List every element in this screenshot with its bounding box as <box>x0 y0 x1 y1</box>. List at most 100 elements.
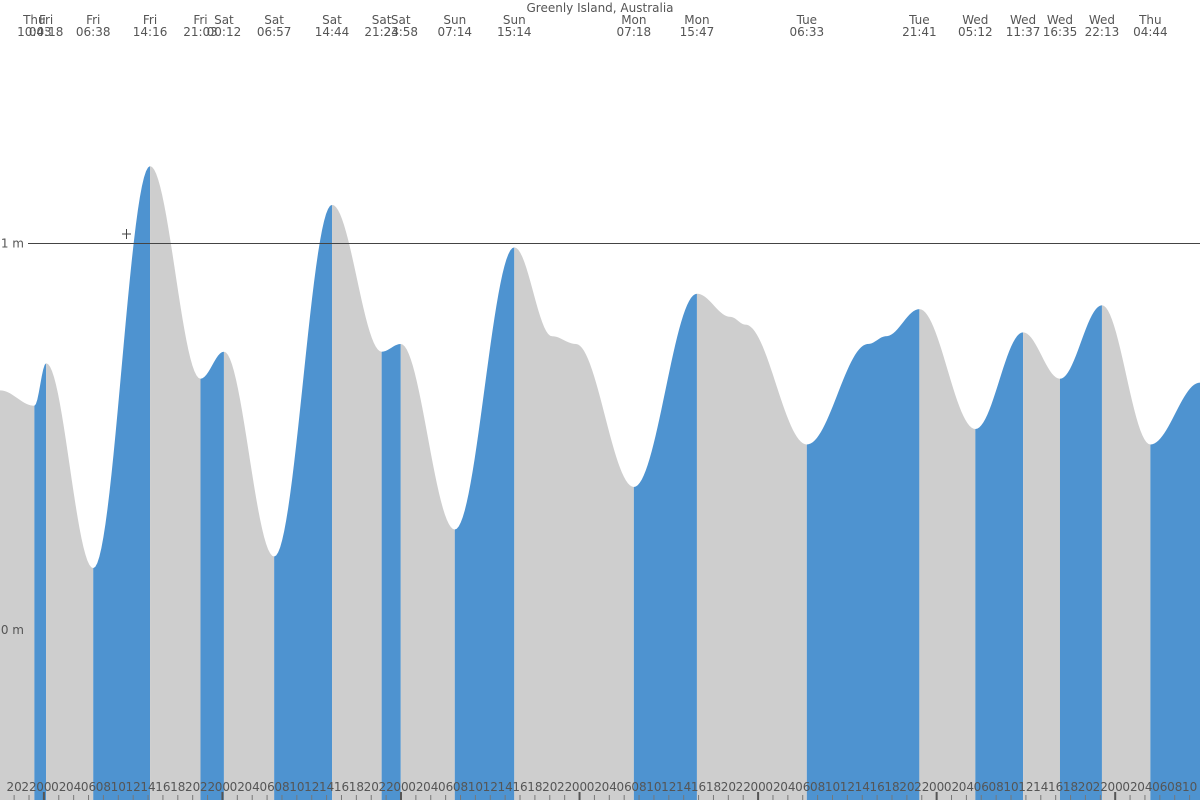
tide-time-label: 21:24 <box>364 25 399 39</box>
tide-time-label: 14:16 <box>133 25 168 39</box>
hour-tick-label: 02 <box>587 780 602 794</box>
tide-time-label: 10:43 <box>17 25 52 39</box>
falling-tide-area <box>696 293 807 800</box>
hour-tick-label: 16 <box>691 780 706 794</box>
hour-tick-label: 20 <box>721 780 736 794</box>
tide-day-label: Mon <box>684 13 709 27</box>
hour-tick-label: 02 <box>944 780 959 794</box>
hour-tick-label: 14 <box>140 780 155 794</box>
midnight-tick <box>399 792 402 800</box>
hour-tick-label: 12 <box>483 780 498 794</box>
hour-tick-label: 22 <box>200 780 215 794</box>
hour-tick-label: 08 <box>453 780 468 794</box>
hour-tick-label: 00 <box>750 780 765 794</box>
tide-time-label: 21:03 <box>183 25 218 39</box>
hour-tick-label: 06 <box>438 780 453 794</box>
tide-time-label: 16:35 <box>1043 25 1078 39</box>
hour-tick-label: 16 <box>869 780 884 794</box>
rising-tide-area <box>34 363 47 800</box>
tide-time-label: 07:18 <box>617 25 652 39</box>
x-axis: 20 22 00 02 04 06 08 10 12 14 16 18 20 22 00 02 04 06 08 10… <box>6 780 1197 800</box>
hour-tick-label: 22 <box>736 780 751 794</box>
hour-tick-label: 20 <box>185 780 200 794</box>
rising-tide-area <box>454 247 515 800</box>
hour-tick-label: 08 <box>989 780 1004 794</box>
hour-tick-label: 10 <box>468 780 483 794</box>
tide-time-labels: Thu10:43Fri00:18Fri06:38Fri14:16Fri21:03… <box>17 13 1168 39</box>
hour-tick-label: 20 <box>1078 780 1093 794</box>
tide-day-label: Wed <box>1047 13 1073 27</box>
midnight-tick <box>578 792 581 800</box>
hour-tick-label: 10 <box>1182 780 1197 794</box>
hour-tick-label: 20 <box>364 780 379 794</box>
hour-tick-label: 10 <box>1003 780 1018 794</box>
hour-tick-label: 16 <box>1048 780 1063 794</box>
hour-tick-label: 04 <box>1137 780 1152 794</box>
hour-tick-label: 06 <box>617 780 632 794</box>
hour-tick-label: 04 <box>66 780 81 794</box>
hour-tick-label: 12 <box>840 780 855 794</box>
hour-tick-label: 00 <box>1108 780 1123 794</box>
hour-tick-label: 14 <box>1033 780 1048 794</box>
tide-time-label: 05:12 <box>958 25 993 39</box>
hour-tick-label: 22 <box>378 780 393 794</box>
tide-day-label: Wed <box>962 13 988 27</box>
tide-day-label: Sat <box>391 13 411 27</box>
hour-tick-label: 04 <box>780 780 795 794</box>
midnight-tick <box>1114 792 1117 800</box>
hour-tick-label: 08 <box>274 780 289 794</box>
hour-tick-label: 02 <box>408 780 423 794</box>
hour-tick-label: 06 <box>259 780 274 794</box>
hour-tick-label: 18 <box>1063 780 1078 794</box>
hour-tick-label: 22 <box>914 780 929 794</box>
hour-tick-label: 18 <box>706 780 721 794</box>
tide-day-label: Fri <box>193 13 207 27</box>
hour-tick-label: 02 <box>51 780 66 794</box>
tide-time-label: 06:57 <box>257 25 292 39</box>
y-tick-label: 1 m <box>1 236 24 250</box>
chart-title: Greenly Island, Australia <box>527 1 674 15</box>
hour-tick-label: 04 <box>245 780 260 794</box>
tide-areas <box>0 166 1200 800</box>
rising-tide-area <box>200 351 224 800</box>
hour-tick-label: 14 <box>855 780 870 794</box>
hour-tick-label: 06 <box>1152 780 1167 794</box>
tide-time-label: 06:38 <box>76 25 111 39</box>
hour-tick-label: 16 <box>155 780 170 794</box>
tide-day-label: Tue <box>908 13 930 27</box>
falling-tide-area <box>332 204 382 800</box>
rising-tide-area <box>1150 382 1200 800</box>
hour-tick-label: 12 <box>126 780 141 794</box>
hour-tick-label: 00 <box>572 780 587 794</box>
tide-time-label: 06:33 <box>790 25 825 39</box>
falling-tide-area <box>514 247 634 800</box>
tide-day-label: Thu <box>1138 13 1162 27</box>
tide-time-label: 21:41 <box>902 25 937 39</box>
tide-time-label: 15:14 <box>497 25 532 39</box>
rising-tide-area <box>1059 305 1102 800</box>
midnight-tick <box>42 792 45 800</box>
hour-tick-label: 06 <box>974 780 989 794</box>
tide-day-label: Wed <box>1010 13 1036 27</box>
hour-tick-label: 14 <box>676 780 691 794</box>
rising-tide-area <box>274 204 333 800</box>
tide-day-label: Mon <box>621 13 646 27</box>
hour-tick-label: 08 <box>96 780 111 794</box>
hour-tick-label: 04 <box>423 780 438 794</box>
y-axis: 1 m 0 m <box>1 236 1200 637</box>
rising-tide-area <box>93 166 151 800</box>
tide-day-label: Sat <box>372 13 392 27</box>
hour-tick-label: 20 <box>542 780 557 794</box>
rising-tide-area <box>975 332 1024 800</box>
